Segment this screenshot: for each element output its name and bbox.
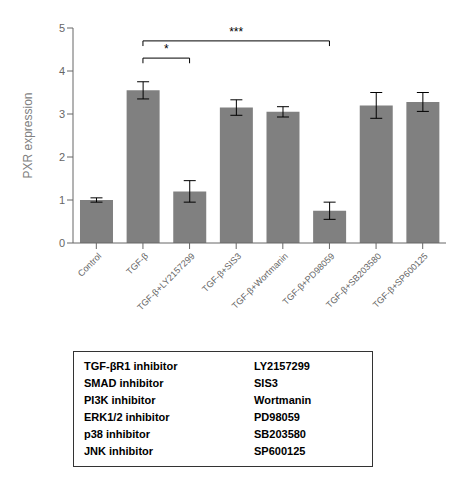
html-text:LY2157299: LY2157299 (254, 360, 310, 372)
html-text:PI3K inhibitor: PI3K inhibitor (84, 394, 156, 406)
html-text:PD98059: PD98059 (254, 411, 300, 423)
html-text:SB203580: SB203580 (254, 428, 306, 440)
svg-text:TGF-β+PD98059: TGF-β+PD98059 (280, 251, 337, 307)
html-text:ERK1/2 inhibitor: ERK1/2 inhibitor (84, 411, 170, 423)
html-text:SP600125: SP600125 (254, 445, 306, 457)
svg-text:TGF-β+SIS3: TGF-β+SIS3 (200, 251, 243, 294)
svg-text:TGF-β+SP600125: TGF-β+SP600125 (371, 251, 430, 310)
svg-text:*: * (164, 42, 169, 56)
svg-text:***: *** (229, 25, 243, 39)
svg-text:4: 4 (59, 65, 65, 77)
svg-text:3: 3 (59, 108, 65, 120)
html-text:TGF-βR1 inhibitor: TGF-βR1 inhibitor (84, 360, 178, 372)
html-text:SIS3: SIS3 (254, 377, 278, 389)
svg-text:2: 2 (59, 151, 65, 163)
svg-text:Control: Control (76, 251, 104, 279)
svg-text:TGF-β+Wortmanin: TGF-β+Wortmanin (230, 251, 290, 311)
svg-text:TGF-β+LY2157299: TGF-β+LY2157299 (135, 251, 196, 312)
html-text:SMAD inhibitor: SMAD inhibitor (84, 377, 164, 389)
svg-text:PXR expression: PXR expression (21, 92, 35, 178)
svg-text:TGF-β: TGF-β (124, 251, 150, 277)
svg-text:0: 0 (59, 237, 65, 249)
svg-text:1: 1 (59, 194, 65, 206)
html-text:JNK inhibitor: JNK inhibitor (84, 445, 154, 457)
html-text:Wortmanin: Wortmanin (254, 394, 312, 406)
svg-text:5: 5 (59, 22, 65, 34)
html-text:p38 inhibitor: p38 inhibitor (84, 428, 150, 440)
svg-text:TGF-β+SB203580: TGF-β+SB203580 (324, 251, 384, 310)
